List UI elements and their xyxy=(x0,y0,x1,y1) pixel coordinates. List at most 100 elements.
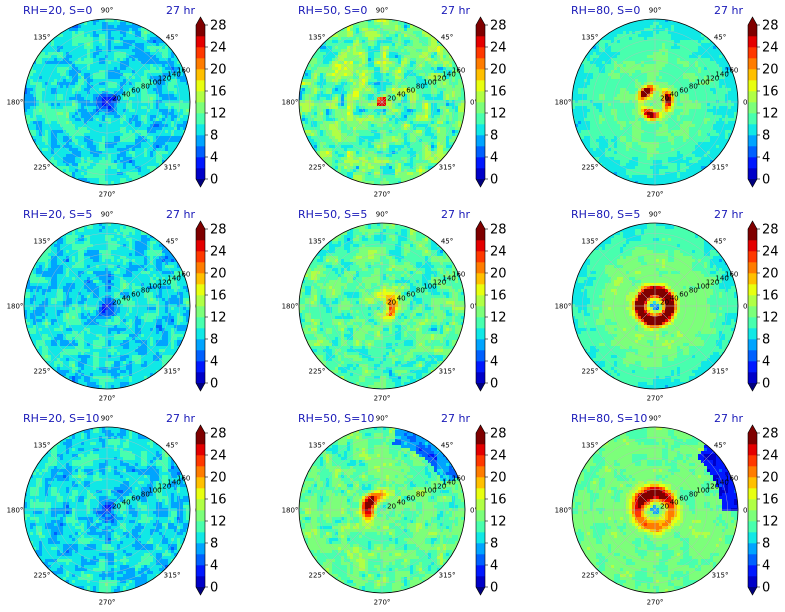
contour-cell xyxy=(156,118,160,122)
contour-cell xyxy=(147,163,151,167)
contour-cell xyxy=(428,136,432,140)
contour-cell xyxy=(404,160,408,164)
contour-cell xyxy=(45,106,49,110)
contour-cell xyxy=(183,103,187,107)
contour-cell xyxy=(105,181,109,185)
contour-cell xyxy=(401,145,405,149)
contour-cell xyxy=(114,97,118,101)
contour-cell xyxy=(419,88,423,92)
contour-cell xyxy=(302,88,306,92)
contour-cell xyxy=(455,67,459,71)
contour-cell xyxy=(383,160,387,164)
contour-cell xyxy=(437,49,441,53)
contour-cell xyxy=(425,136,429,140)
contour-cell xyxy=(311,145,315,149)
contour-cell xyxy=(347,46,351,50)
contour-cell xyxy=(380,88,384,92)
contour-cell xyxy=(147,97,151,101)
contour-cell xyxy=(93,142,97,146)
contour-cell xyxy=(383,55,387,59)
contour-cell xyxy=(90,157,94,161)
contour-cell xyxy=(126,58,130,62)
contour-cell xyxy=(326,157,330,161)
contour-cell xyxy=(78,145,82,149)
contour-cell xyxy=(75,97,79,101)
contour-cell xyxy=(383,100,387,104)
contour-cell xyxy=(165,73,169,77)
contour-cell xyxy=(60,43,64,47)
contour-cell xyxy=(156,88,160,92)
contour-cell xyxy=(36,70,40,74)
contour-cell xyxy=(323,64,327,68)
contour-cell xyxy=(356,136,360,140)
contour-cell xyxy=(320,145,324,149)
contour-cell xyxy=(135,118,139,122)
contour-cell xyxy=(443,151,447,155)
contour-cell xyxy=(392,100,396,104)
contour-cell xyxy=(425,118,429,122)
contour-cell xyxy=(132,154,136,158)
contour-cell xyxy=(368,157,372,161)
contour-cell xyxy=(156,55,160,59)
contour-cell xyxy=(51,88,55,92)
contour-cell xyxy=(350,160,354,164)
contour-cell xyxy=(66,151,70,155)
contour-cell xyxy=(338,61,342,65)
contour-cell xyxy=(365,136,369,140)
contour-cell xyxy=(353,79,357,83)
contour-cell xyxy=(401,49,405,53)
contour-cell xyxy=(90,115,94,119)
contour-cell xyxy=(177,82,181,86)
contour-cell xyxy=(416,163,420,167)
contour-cell xyxy=(347,157,351,161)
contour-cell xyxy=(383,37,387,41)
contour-cell xyxy=(365,145,369,149)
radial-tick-label: 160 xyxy=(177,67,190,75)
contour-cell xyxy=(69,124,73,128)
contour-cell xyxy=(350,28,354,32)
contour-cell xyxy=(452,139,456,143)
contour-cell xyxy=(359,142,363,146)
contour-cell xyxy=(51,121,55,125)
contour-cell xyxy=(320,133,324,137)
contour-cell xyxy=(156,154,160,158)
contour-cell xyxy=(329,76,333,80)
contour-cell xyxy=(147,82,151,86)
contour-cell xyxy=(377,34,381,38)
contour-cell xyxy=(132,61,136,65)
contour-cell xyxy=(335,100,339,104)
contour-cell xyxy=(395,37,399,41)
contour-cell xyxy=(401,154,405,158)
contour-cell xyxy=(171,133,175,137)
contour-cell xyxy=(99,67,103,71)
contour-cell xyxy=(57,58,61,62)
contour-cell xyxy=(407,79,411,83)
contour-cell xyxy=(404,106,408,110)
contour-cell xyxy=(341,115,345,119)
contour-cell xyxy=(356,82,360,86)
contour-cell xyxy=(407,130,411,134)
contour-cell xyxy=(326,64,330,68)
contour-cell xyxy=(99,160,103,164)
contour-cell xyxy=(111,73,115,77)
contour-cell xyxy=(60,70,64,74)
contour-cell xyxy=(311,61,315,65)
contour-cell xyxy=(93,103,97,107)
contour-cell xyxy=(440,112,444,116)
contour-cell xyxy=(302,85,306,89)
contour-cell xyxy=(99,91,103,95)
contour-cell xyxy=(302,79,306,83)
contour-cell xyxy=(57,133,61,137)
contour-cell xyxy=(66,112,70,116)
contour-cell xyxy=(359,55,363,59)
colorbar-tick-label: 0 xyxy=(210,173,218,188)
contour-cell xyxy=(93,73,97,77)
contour-cell xyxy=(102,91,106,95)
contour-cell xyxy=(135,124,139,128)
contour-cell xyxy=(359,109,363,113)
contour-cell xyxy=(84,163,88,167)
contour-cell xyxy=(102,37,106,41)
contour-cell xyxy=(368,115,372,119)
contour-cell xyxy=(75,91,79,95)
contour-cell xyxy=(180,76,184,80)
